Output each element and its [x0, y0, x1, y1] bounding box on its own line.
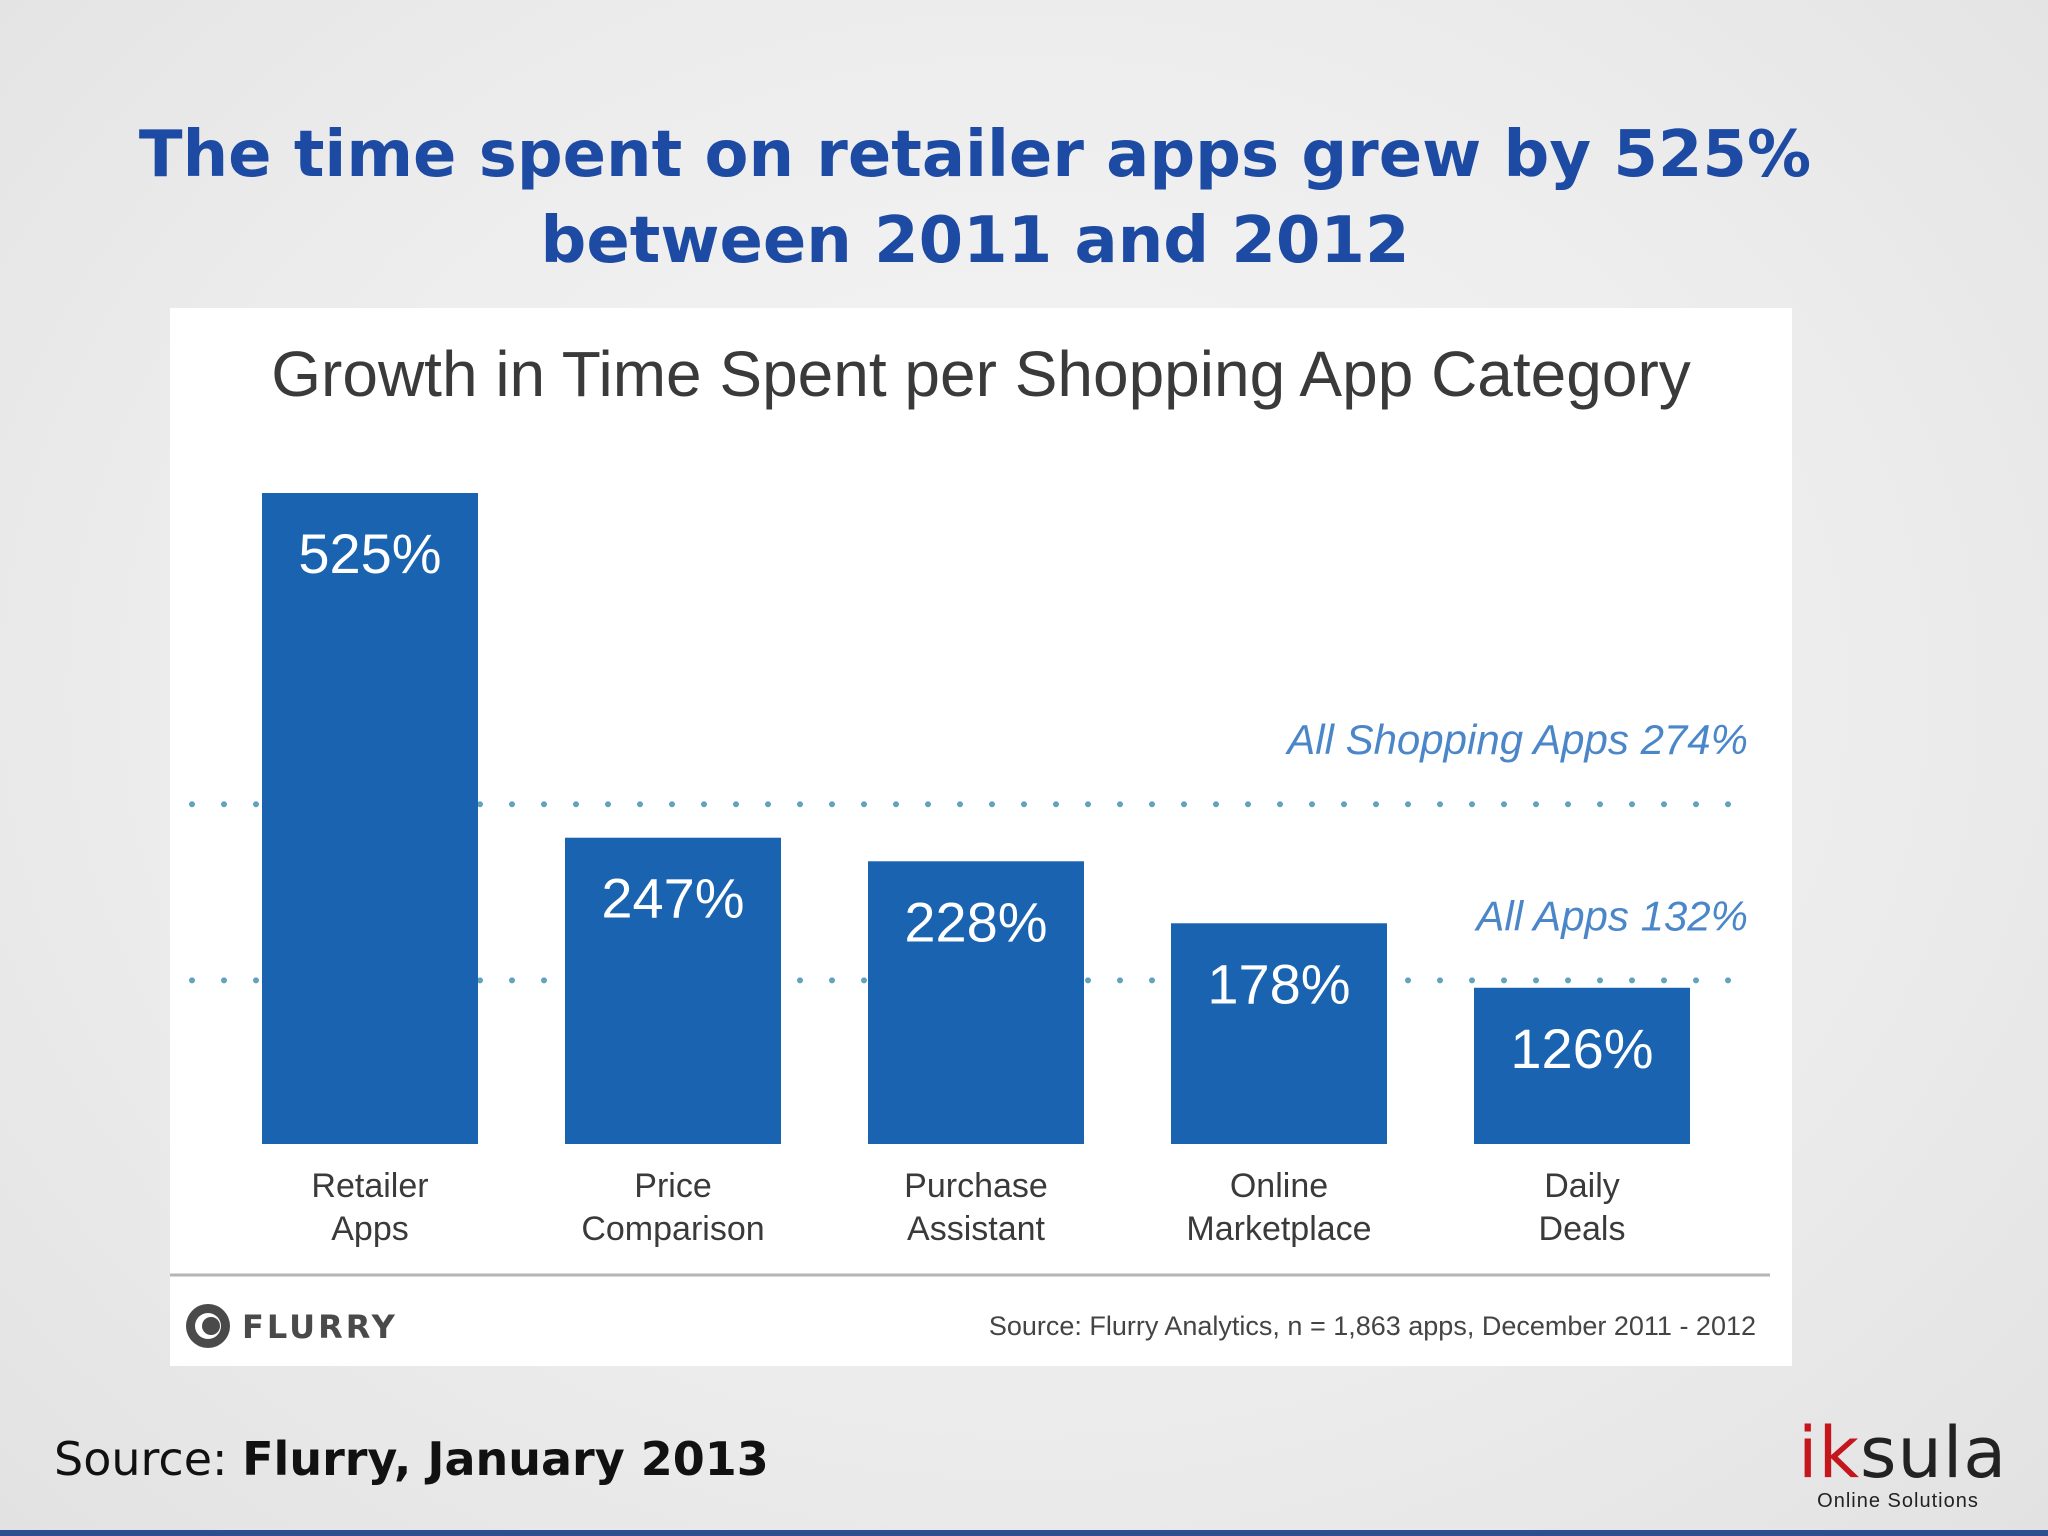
bar-4: [1171, 923, 1387, 1144]
bar-5: [1474, 987, 1690, 1144]
slide-source: Source: Flurry, January 2013: [54, 1432, 769, 1486]
brand-wordmark-rest: sula: [1860, 1412, 2008, 1494]
slide-source-prefix: Source:: [54, 1432, 243, 1486]
bar-1: [262, 493, 478, 1144]
chart-panel: Growth in Time Spent per Shopping App Ca…: [170, 308, 1792, 1366]
category-label-5-line-2: Deals: [1539, 1210, 1626, 1248]
bar-value-label-3: 228%: [904, 890, 1047, 953]
bar-value-label-1: 525%: [298, 522, 441, 585]
slide-title-line-2: between 2011 and 2012: [540, 204, 1410, 278]
brand-wordmark-accent: ik: [1798, 1412, 1860, 1494]
reference-label-2: All Apps 132%: [1473, 892, 1748, 939]
bar-chart: Growth in Time Spent per Shopping App Ca…: [170, 338, 1770, 1348]
bar-value-label-2: 247%: [601, 867, 744, 930]
brand-tagline: Online Solutions: [1817, 1490, 1979, 1512]
category-label-1-line-1: Retailer: [311, 1167, 428, 1205]
category-label-4-line-2: Marketplace: [1186, 1210, 1371, 1248]
slide-title: The time spent on retailer apps grew by …: [0, 112, 1950, 284]
category-label-1-line-2: Apps: [331, 1210, 409, 1248]
slide-title-line-1: The time spent on retailer apps grew by …: [138, 118, 1812, 192]
bar-value-label-5: 126%: [1510, 1017, 1653, 1080]
chart-source-note: Source: Flurry Analytics, n = 1,863 apps…: [989, 1311, 1756, 1341]
reference-label-1: All Shopping Apps 274%: [1284, 716, 1748, 763]
category-label-2-line-1: Price: [634, 1167, 711, 1205]
brand-wordmark: iksula: [1798, 1418, 2006, 1488]
bar-3: [868, 861, 1084, 1144]
chart-title: Growth in Time Spent per Shopping App Ca…: [271, 338, 1691, 410]
flurry-logo-text: FLURRY: [242, 1308, 398, 1346]
flurry-logo: FLURRY: [186, 1304, 398, 1348]
bar-value-label-4: 178%: [1207, 952, 1350, 1015]
bottom-accent-bar: [0, 1530, 2048, 1536]
bars: 525% 247% 228% 178% 126%: [262, 493, 1690, 1144]
category-label-3-line-1: Purchase: [904, 1167, 1048, 1205]
brand-logo: iksula Online Solutions: [1798, 1418, 2006, 1513]
flurry-logo-core: [202, 1317, 220, 1335]
category-label-4-line-1: Online: [1230, 1167, 1328, 1205]
category-labels: Retailer Apps Price Comparison Purchase Assis…: [311, 1167, 1625, 1248]
slide-source-name: Flurry, January 2013: [242, 1432, 769, 1486]
bar-2: [565, 837, 781, 1144]
category-label-5-line-1: Daily: [1544, 1167, 1620, 1205]
category-label-3-line-2: Assistant: [907, 1210, 1045, 1248]
category-label-2-line-2: Comparison: [581, 1210, 764, 1248]
